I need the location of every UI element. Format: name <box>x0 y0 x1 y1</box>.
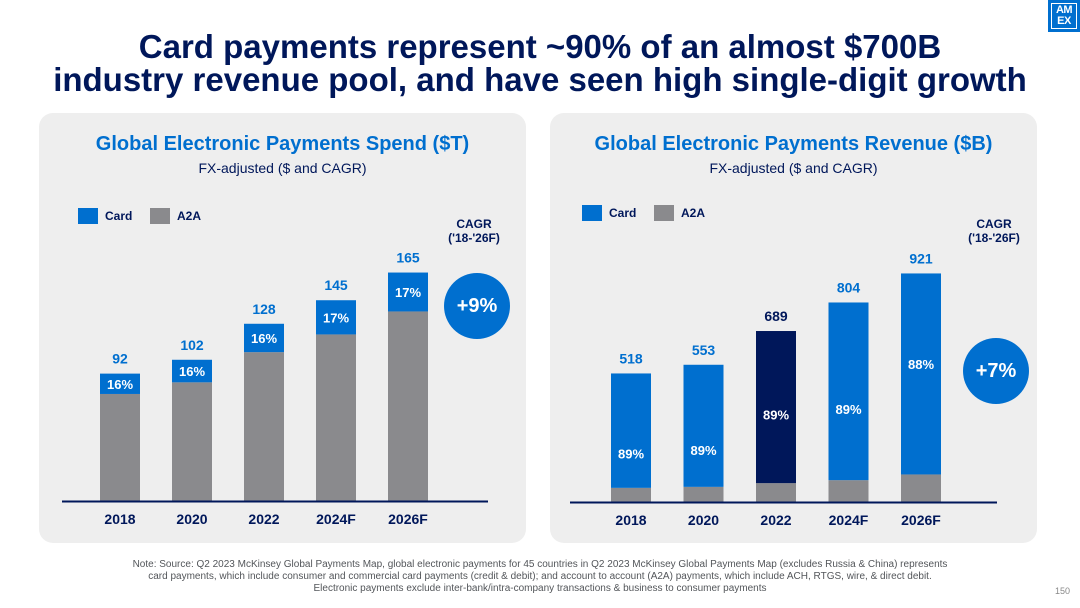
spend-bar-a2a-2024F <box>316 334 356 501</box>
revenue-bar-a2a-2024F <box>828 480 869 502</box>
legend-card-swatch <box>582 205 602 221</box>
legend-card-label: Card <box>105 209 133 223</box>
revenue-share-label-2026F: 88% <box>908 357 934 372</box>
spend-bar-a2a-2018 <box>100 393 140 501</box>
footnote-line-1: Note: Source: Q2 2023 McKinsey Global Pa… <box>132 559 948 570</box>
logo-text-bottom: EX <box>1057 15 1071 27</box>
spend-total-label-2024F: 145 <box>324 277 348 293</box>
logo-text-top: AM <box>1055 4 1073 16</box>
slide-title: Card payments represent ~90% of an almos… <box>0 30 1080 96</box>
legend-a2a-swatch <box>150 208 170 224</box>
revenue-share-label-2024F: 89% <box>835 402 861 417</box>
footnote: Note: Source: Q2 2023 McKinsey Global Pa… <box>90 559 990 595</box>
revenue-bar-card-2018 <box>611 373 651 488</box>
spend-bar-card-2022 <box>244 323 284 353</box>
spend-cagr-badge: +9% <box>444 273 510 339</box>
page-number: 150 <box>1055 586 1071 596</box>
revenue-bar-card-2026F <box>901 273 941 475</box>
revenue-bar-card-2024F <box>828 302 869 481</box>
revenue-bar-a2a-2018 <box>611 487 651 502</box>
legend-a2a-label: A2A <box>177 209 202 223</box>
revenue-share-label-2020: 89% <box>690 443 716 458</box>
revenue-bar-a2a-2020 <box>683 486 724 502</box>
spend-tick-label-2022: 2022 <box>248 511 279 527</box>
revenue-total-label-2026F: 921 <box>909 250 933 266</box>
revenue-tick-label-2024F: 2024F <box>829 512 869 528</box>
spend-tick-label-2018: 2018 <box>104 511 135 527</box>
spend-bar-a2a-2022 <box>244 352 284 501</box>
footnote-line-3: Electronic payments exclude inter-bank/i… <box>313 583 767 594</box>
amex-logo: AM EX <box>1048 0 1080 32</box>
spend-tick-label-2020: 2020 <box>176 511 207 527</box>
revenue-tick-label-2018: 2018 <box>615 512 646 528</box>
spend-total-label-2022: 128 <box>252 301 276 317</box>
spend-total-label-2020: 102 <box>180 337 204 353</box>
spend-bar-card-2018 <box>100 373 140 394</box>
revenue-bar-card-2020 <box>683 364 724 487</box>
revenue-share-label-2022: 89% <box>763 408 789 423</box>
legend-card-swatch <box>78 208 98 224</box>
legend-a2a-label: A2A <box>681 206 706 220</box>
logo-frame <box>1051 3 1077 29</box>
legend-a2a-swatch <box>654 205 674 221</box>
revenue-total-label-2020: 553 <box>692 342 716 358</box>
spend-bar-card-2020 <box>172 359 212 383</box>
revenue-share-label-2018: 89% <box>618 447 644 462</box>
revenue-bar-a2a-2022 <box>756 483 796 502</box>
revenue-total-label-2018: 518 <box>619 350 643 366</box>
revenue-bar-a2a-2026F <box>901 474 941 502</box>
legend-card-label: Card <box>609 206 637 220</box>
spend-tick-label-2024F: 2024F <box>316 511 356 527</box>
title-line-1: Card payments represent ~90% of an almos… <box>138 28 942 65</box>
spend-total-label-2018: 92 <box>112 351 128 367</box>
spend-bar-card-2026F <box>388 272 428 312</box>
spend-share-label-2024F: 17% <box>323 310 349 325</box>
spend-chart-title: Global Electronic Payments Spend ($T) <box>95 133 470 155</box>
revenue-tick-label-2022: 2022 <box>760 512 791 528</box>
spend-share-label-2018: 16% <box>107 377 133 392</box>
revenue-cagr-badge: +7% <box>963 338 1029 404</box>
spend-cagr-label: CAGR ('18-'26F) <box>434 217 514 245</box>
revenue-tick-label-2020: 2020 <box>688 512 719 528</box>
cagr-label-line-1: CAGR <box>456 217 492 231</box>
cagr-label-line-2: ('18-'26F) <box>448 231 500 245</box>
revenue-total-label-2024F: 804 <box>837 279 861 295</box>
title-line-2: industry revenue pool, and have seen hig… <box>53 61 1027 98</box>
revenue-bar-card-2022 <box>756 331 796 484</box>
spend-bar-card-2024F <box>316 300 356 335</box>
spend-share-label-2026F: 17% <box>395 285 421 300</box>
spend-chart-subtitle: FX-adjusted ($ and CAGR) <box>198 160 367 176</box>
cagr-label-line-1: CAGR <box>976 217 1012 231</box>
spend-share-label-2020: 16% <box>179 364 205 379</box>
revenue-cagr-label: CAGR ('18-'26F) <box>954 217 1034 245</box>
spend-bar-a2a-2026F <box>388 311 428 501</box>
revenue-tick-label-2026F: 2026F <box>901 512 941 528</box>
revenue-chart-title: Global Electronic Payments Revenue ($B) <box>594 133 993 155</box>
spend-total-label-2026F: 165 <box>396 250 420 266</box>
revenue-chart-subtitle: FX-adjusted ($ and CAGR) <box>709 160 878 176</box>
cagr-label-line-2: ('18-'26F) <box>968 231 1020 245</box>
revenue-total-label-2022: 689 <box>764 308 788 324</box>
spend-tick-label-2026F: 2026F <box>388 511 428 527</box>
spend-bar-a2a-2020 <box>172 382 212 501</box>
spend-share-label-2022: 16% <box>251 331 277 346</box>
footnote-line-2: card payments, which include consumer an… <box>148 571 932 582</box>
